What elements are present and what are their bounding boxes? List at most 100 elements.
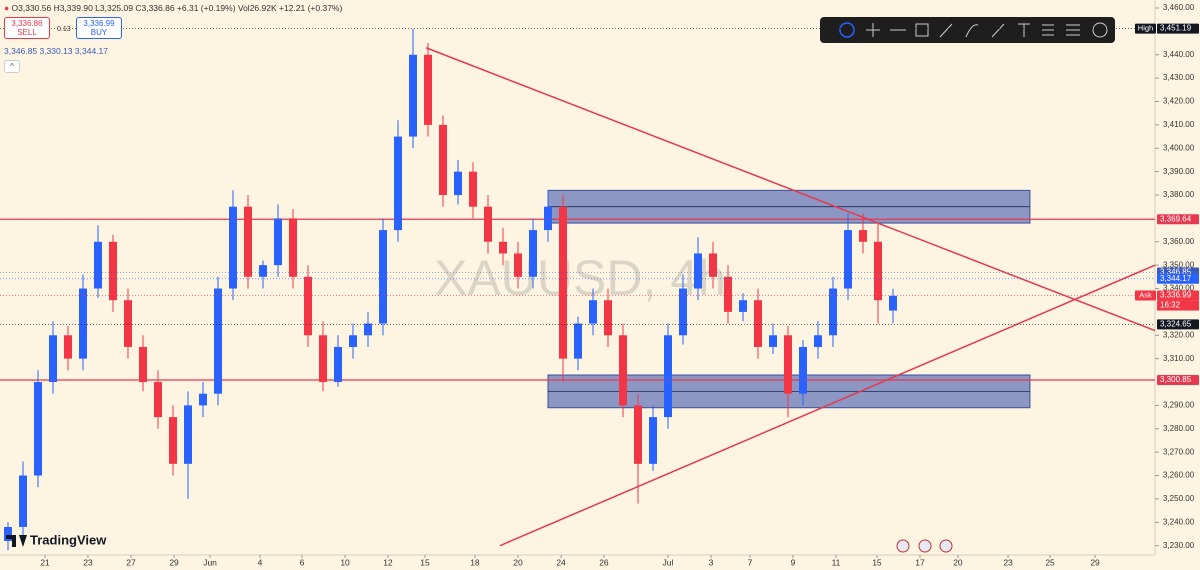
sell-button[interactable]: 3,336.86 SELL [4,17,50,39]
candle-body [813,335,822,347]
candle-body [363,323,372,336]
candle-body [888,295,897,311]
price-label: 3,451.19 [1160,24,1192,33]
candle-body [453,171,462,196]
countdown-bg [1157,300,1199,311]
y-tick-label: 3,250.00 [1163,494,1195,503]
x-tick-label: 23 [83,557,93,567]
logo-icon [6,535,27,547]
y-tick-label: 3,400.00 [1163,143,1195,152]
price-label-bg [1157,273,1199,284]
candle-body [828,288,837,336]
y-tick-label: 3,460.00 [1163,3,1195,12]
candle-body [753,300,762,347]
y-tick-label: 3,380.00 [1163,190,1195,199]
collapse-button[interactable]: ^ [4,60,20,73]
candle-body [303,276,312,336]
candle-body [603,300,612,336]
candle-body [48,335,57,383]
tool-icon[interactable] [1066,24,1080,36]
y-tick-label: 3,350.00 [1163,260,1195,269]
y-tick-label: 3,320.00 [1163,330,1195,339]
x-tick-label: 12 [383,557,393,567]
y-tick-label: 3,390.00 [1163,167,1195,176]
x-tick-label: 9 [791,557,796,567]
price-label: 3,346.85 [1160,268,1192,277]
price-label-bg [1157,23,1199,34]
y-tick-label: 3,230.00 [1163,541,1195,550]
candle-body [18,475,27,527]
y-tick-label: 3,240.00 [1163,517,1195,526]
sell-label: SELL [17,28,37,37]
price-label: 3,324.65 [1160,320,1192,329]
candle-body [843,230,852,289]
x-tick-label: 26 [599,557,609,567]
tool-icon[interactable] [939,23,953,38]
buy-label: BUY [90,28,108,37]
tool-icon[interactable] [866,23,880,37]
candle-body [213,288,222,394]
x-tick-label: 27 [126,557,136,567]
y-tick-label: 3,340.00 [1163,284,1195,293]
y-tick-label: 3,440.00 [1163,50,1195,59]
flags [896,539,953,553]
price-label-bg [1157,319,1199,330]
price-label: 3,300.85 [1160,375,1192,384]
tool-icon[interactable] [1092,22,1108,38]
candle-body [93,241,102,289]
tool-icon[interactable] [839,22,855,38]
price-label-bg [1157,375,1199,386]
candle-body [678,288,687,336]
candle-body [723,276,732,312]
candle-body [498,241,507,254]
x-tick-label: 15 [420,557,430,567]
tool-icon[interactable] [1042,24,1054,36]
tool-icon[interactable] [965,24,979,38]
y-tick-label: 3,430.00 [1163,73,1195,82]
x-tick-label: 29 [1090,557,1100,567]
x-tick-label: 3 [709,557,714,567]
candle-body [483,206,492,242]
price-labels: 3,451.19 High 3,369.64 3,346.853,344.17 3,33… [0,23,1199,386]
tool-icon[interactable] [915,23,929,37]
toolbar-bg [820,17,1115,43]
tool-icon[interactable] [1018,23,1030,37]
price-tag-bg [1135,23,1156,34]
candle-body [63,335,72,359]
candle-body [558,206,567,359]
x-tick-label: 15 [872,557,882,567]
candle-body [588,300,597,324]
candle-body [528,230,537,277]
candle-body [228,206,237,289]
sell-price: 3,336.86 [11,19,43,28]
tool-icon[interactable] [991,23,1005,38]
candle-body [663,335,672,418]
x-tick-label: 21 [40,557,50,567]
x-tick-label: 25 [1045,557,1055,567]
x-tick-label: 11 [832,557,841,567]
candle-body [138,346,147,383]
y-tick-label: 3,410.00 [1163,120,1195,129]
event-flag[interactable] [939,539,953,553]
indicator-values: 3,346.85 3,330.13 3,344.17 [4,46,108,56]
ohlc: O3,330.56 H3,339.90 L3,325.09 C3,336.86 … [11,3,343,13]
candle-body [768,335,777,347]
event-flag[interactable] [918,539,932,553]
x-tick-label: 24 [556,557,566,567]
price-tag: Ask [1139,291,1152,300]
candle-body [378,230,387,324]
candle-body [108,241,117,301]
candle-body [693,253,702,289]
candle-body [183,405,192,464]
y-tick-label: 3,290.00 [1163,401,1195,410]
candle-body [438,124,447,196]
buy-button[interactable]: 3,336.99 BUY [76,17,122,39]
price-label: 3,369.64 [1160,214,1192,223]
candle-body [273,218,282,266]
candle-body [33,382,42,476]
event-flag[interactable] [896,539,910,553]
watermark: XAUUSD, 4h [434,250,726,306]
